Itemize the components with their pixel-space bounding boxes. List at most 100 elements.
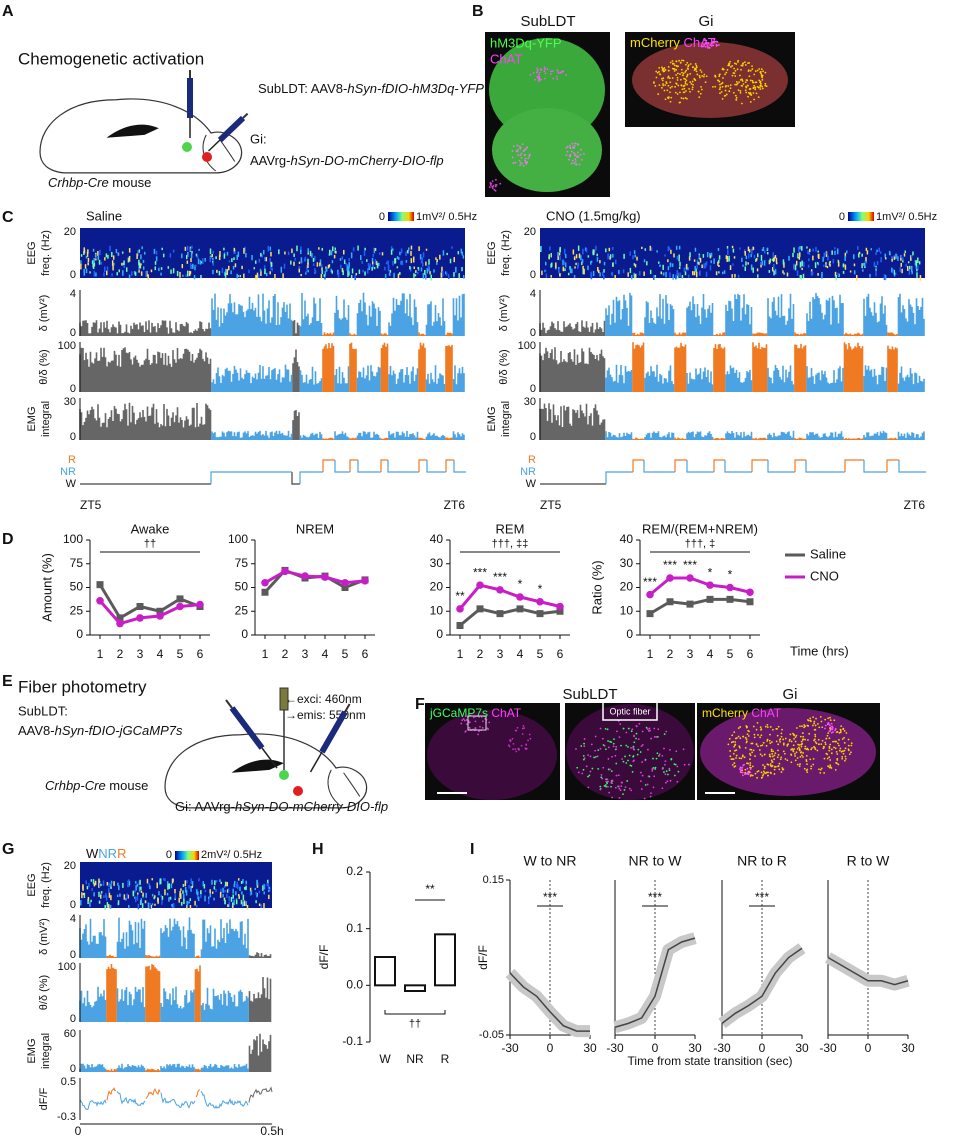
spectrogram-speck [127, 880, 129, 883]
cell [569, 155, 572, 158]
cell [773, 754, 776, 757]
cell [664, 69, 667, 71]
spectrogram-speck [757, 274, 759, 278]
spectrogram-speck [240, 880, 243, 884]
spectrogram-speck [540, 246, 542, 251]
spectrogram-speck [243, 886, 246, 890]
spectrogram-speck [270, 264, 272, 271]
cell [552, 77, 555, 80]
cell [724, 73, 726, 76]
spectrogram-speck [307, 269, 309, 273]
tissue [700, 708, 876, 796]
cell [770, 759, 773, 762]
tick-label: 0 [70, 327, 76, 339]
star-label: ** [455, 589, 465, 603]
text-part: hSyn-DO-mCherry-DIO-flp [235, 799, 388, 814]
cell [601, 777, 604, 780]
spectrogram-speck [435, 257, 437, 260]
spectrogram-speck [341, 268, 344, 273]
spectrogram-speck [829, 260, 831, 264]
spectrogram-speck [875, 266, 878, 270]
cell [742, 62, 744, 65]
spectrogram-speck [182, 884, 185, 887]
y-tick-label: 0 [241, 627, 248, 641]
spectrogram-speck [875, 270, 877, 277]
cell [663, 763, 666, 766]
cell [570, 162, 573, 165]
cell [552, 70, 554, 72]
cell [669, 100, 672, 103]
cell [794, 740, 797, 743]
inset-box [467, 715, 487, 731]
cell [691, 86, 694, 89]
cell [581, 772, 584, 775]
spectrogram-speck [254, 887, 257, 891]
spectrogram-speck [918, 261, 921, 265]
cell [573, 162, 576, 164]
cell [739, 90, 742, 92]
spectrogram-speck [574, 266, 576, 269]
spectrogram-speck [718, 264, 720, 268]
cell [738, 768, 741, 770]
spectrogram-speck [136, 892, 139, 895]
spectrogram-speck [103, 895, 105, 899]
spectrogram-speck [125, 267, 128, 272]
spectrogram-speck [186, 260, 189, 264]
cell [615, 774, 618, 777]
cell [646, 783, 649, 786]
spectrogram-speck [112, 255, 115, 260]
cell [640, 788, 643, 790]
cell [682, 72, 685, 75]
cell [493, 188, 496, 191]
spectrogram-speck [744, 266, 747, 271]
cell [677, 770, 680, 773]
cell [662, 77, 665, 80]
cell [658, 66, 661, 69]
y-tick-label: 0 [626, 627, 633, 641]
spectrogram-speck [147, 274, 149, 280]
spectrogram-speck [146, 878, 149, 884]
cell [488, 721, 491, 724]
cell [802, 752, 805, 754]
spectrogram-speck [223, 885, 226, 888]
spectrogram-speck [846, 250, 848, 254]
cell [753, 733, 756, 736]
spectrogram-speck [731, 274, 733, 278]
spectrogram-speck [186, 880, 188, 884]
cell [619, 723, 622, 725]
cell [804, 738, 806, 741]
cell [583, 745, 586, 748]
spectrogram-speck [261, 254, 263, 258]
spectrogram-speck [343, 249, 345, 255]
spectrogram-speck [453, 272, 455, 277]
x-tick-label: 3 [302, 647, 309, 661]
spectrogram-speck [357, 245, 359, 251]
spectrogram-speck [409, 267, 412, 272]
cell [766, 723, 769, 726]
spectrogram-speck [378, 252, 381, 255]
spectrogram-speck [162, 878, 165, 881]
spectrogram-speck [350, 274, 353, 279]
spectrogram-speck [236, 273, 238, 279]
spectrogram-speck [287, 251, 290, 256]
label: SubLDT [520, 13, 575, 30]
spectrogram-speck [385, 261, 388, 265]
spectrogram-speck [381, 252, 384, 256]
cell [674, 91, 677, 94]
cell [573, 146, 576, 149]
spectrogram-speck [220, 881, 222, 885]
cell [735, 757, 737, 759]
cell [843, 749, 846, 752]
spectrogram-speck [255, 900, 257, 904]
panel-letter: A [2, 3, 14, 20]
cell [777, 765, 780, 767]
spectrogram-speck [595, 245, 597, 251]
spectrogram-speck [107, 254, 109, 259]
spectrogram-speck [264, 256, 266, 262]
cell [651, 770, 654, 772]
spectrogram-speck [184, 246, 187, 251]
spectrogram-speck [384, 273, 387, 279]
spectrogram-speck [106, 882, 109, 886]
x-axis-label: Time (hrs) [790, 643, 849, 658]
cell [599, 788, 602, 791]
